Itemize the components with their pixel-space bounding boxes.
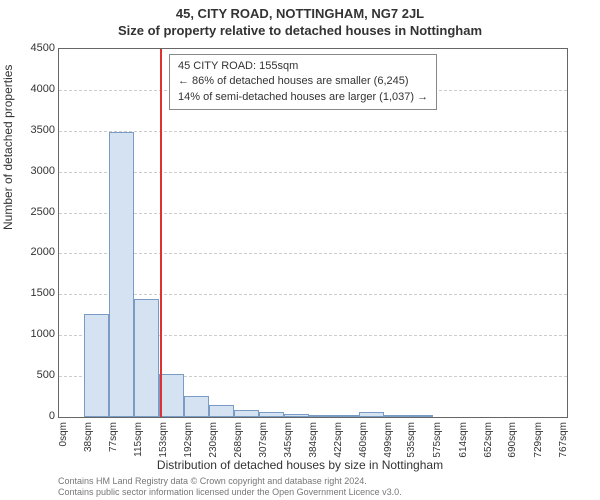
y-tick-label: 0 [15,410,55,422]
reference-line [160,49,162,417]
annotation-line: ← 86% of detached houses are smaller (6,… [178,74,428,89]
annotation-line: 45 CITY ROAD: 155sqm [178,59,428,74]
x-axis-label: Distribution of detached houses by size … [0,458,600,472]
histogram-bar [209,405,234,417]
title-subtitle: Size of property relative to detached ho… [0,21,600,38]
histogram-bar [384,415,407,417]
gridline [59,253,567,254]
histogram-bar [109,132,134,417]
chart-container: 45, CITY ROAD, NOTTINGHAM, NG7 2JL Size … [0,0,600,500]
y-tick-label: 1500 [15,287,55,299]
annotation-box: 45 CITY ROAD: 155sqm← 86% of detached ho… [169,54,437,110]
y-tick-label: 2500 [15,206,55,218]
gridline [59,213,567,214]
histogram-bar [309,415,334,417]
gridline [59,131,567,132]
y-tick-label: 500 [15,369,55,381]
footer-line1: Contains HM Land Registry data © Crown c… [58,476,402,487]
y-tick-label: 2000 [15,246,55,258]
y-tick-label: 3000 [15,165,55,177]
plot-area: 45 CITY ROAD: 155sqm← 86% of detached ho… [58,48,568,418]
annotation-line: 14% of semi-detached houses are larger (… [178,90,428,105]
gridline [59,172,567,173]
gridline [59,294,567,295]
footer-attribution: Contains HM Land Registry data © Crown c… [58,476,402,499]
histogram-bar [259,412,284,417]
title-address: 45, CITY ROAD, NOTTINGHAM, NG7 2JL [0,0,600,21]
histogram-bar [407,415,433,417]
histogram-bar [159,374,184,417]
histogram-bar [234,410,259,417]
histogram-bar [84,314,109,417]
histogram-bar [134,299,159,417]
y-tick-label: 4000 [15,83,55,95]
footer-line2: Contains public sector information licen… [58,487,402,498]
histogram-bar [284,414,309,417]
histogram-bar [334,415,359,417]
y-tick-label: 1000 [15,328,55,340]
y-tick-label: 3500 [15,124,55,136]
y-tick-label: 4500 [15,42,55,54]
histogram-bar [184,396,209,417]
y-axis-label: Number of detached properties [1,65,15,230]
histogram-bar [359,412,384,417]
